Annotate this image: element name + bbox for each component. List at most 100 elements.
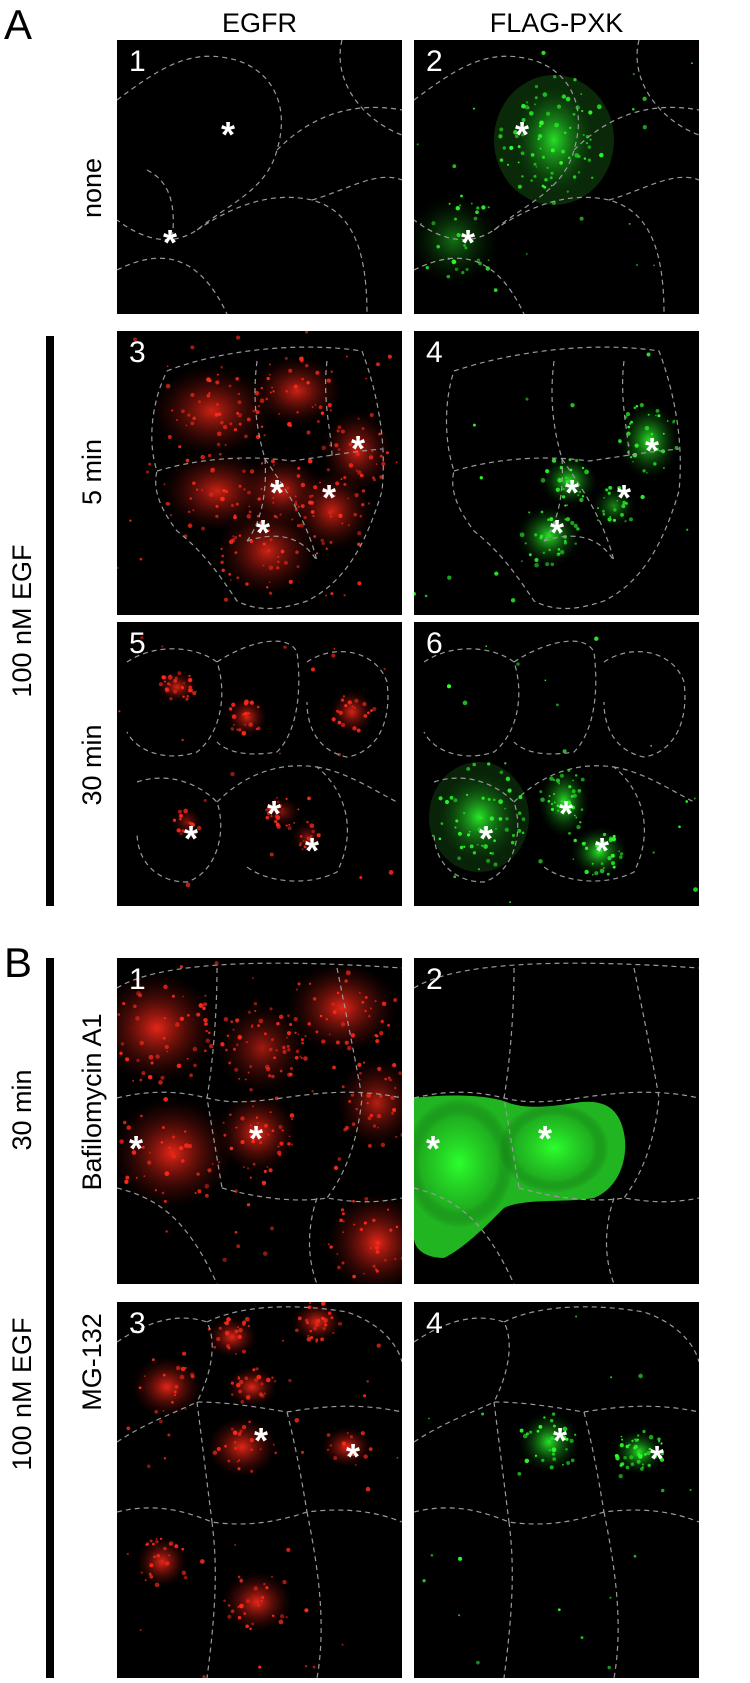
punctum: [135, 1016, 140, 1021]
punctum: [326, 1433, 331, 1437]
punctum: [338, 1321, 343, 1326]
punctum: [347, 1045, 352, 1051]
punctum: [299, 523, 304, 528]
punctum: [325, 547, 328, 550]
punctum: [602, 512, 606, 516]
punctum: [453, 798, 458, 803]
punctum: [232, 723, 235, 726]
punctum: [366, 1380, 369, 1383]
punctum: [274, 1451, 277, 1455]
punctum: [268, 581, 271, 584]
punctum: [283, 560, 288, 565]
punctum: [562, 488, 565, 491]
punctum: [192, 509, 195, 512]
punctum: [295, 988, 299, 991]
punctum: [136, 1058, 140, 1063]
punctum: [540, 510, 544, 514]
punctum: [250, 1469, 254, 1473]
punctum: [580, 777, 585, 782]
punctum: [196, 488, 199, 491]
column-header-egfr: EGFR: [221, 8, 297, 38]
asterisk-marker: *: [183, 818, 199, 860]
punctum: [454, 826, 457, 829]
punctum: [330, 1316, 334, 1320]
punctum: [595, 843, 600, 848]
punctum: [607, 491, 611, 495]
punctum: [625, 411, 631, 417]
punctum: [231, 714, 237, 720]
punctum: [184, 1143, 189, 1148]
punctum: [499, 127, 504, 132]
punctum: [251, 977, 254, 979]
punctum: [487, 762, 491, 766]
panel-number: 2: [426, 45, 443, 78]
punctum: [184, 1130, 187, 1133]
punctum: [543, 185, 547, 189]
punctum: [326, 378, 331, 383]
punctum: [301, 377, 304, 381]
punctum: [147, 1074, 153, 1080]
punctum: [361, 427, 365, 431]
punctum: [232, 1028, 235, 1031]
punctum: [187, 510, 191, 514]
row-label-30-min: 30 min: [77, 724, 107, 806]
punctum: [245, 1599, 250, 1604]
punctum: [633, 406, 637, 410]
punctum: [457, 831, 462, 836]
punctum: [616, 499, 619, 502]
punctum: [202, 1006, 206, 1011]
punctum: [230, 1381, 234, 1385]
punctum: [137, 975, 140, 978]
punctum: [373, 478, 376, 482]
punctum: [564, 539, 567, 543]
punctum: [270, 814, 273, 818]
punctum: [119, 1051, 123, 1055]
punctum: [340, 1208, 345, 1212]
punctum: [584, 846, 589, 851]
punctum: [276, 566, 280, 570]
punctum: [580, 1636, 584, 1640]
punctum: [333, 1456, 338, 1461]
punctum: [312, 1326, 317, 1331]
punctum: [187, 413, 191, 417]
punctum: [129, 519, 132, 522]
punctum: [553, 75, 557, 79]
punctum: [307, 1334, 310, 1337]
punctum: [336, 1252, 339, 1255]
punctum: [294, 508, 298, 512]
punctum: [430, 1554, 434, 1557]
row-label-mg-132: MG-132: [77, 1313, 107, 1411]
punctum: [329, 1245, 333, 1249]
punctum: [166, 1050, 169, 1053]
punctum: [155, 1538, 158, 1540]
punctum: [539, 536, 543, 540]
punctum: [345, 970, 351, 976]
punctum: [308, 494, 313, 499]
punctum: [309, 835, 313, 838]
punctum: [321, 1039, 326, 1044]
punctum: [229, 1146, 234, 1151]
punctum: [241, 1424, 247, 1430]
punctum: [149, 1539, 153, 1543]
punctum: [530, 179, 533, 182]
punctum: [632, 73, 635, 76]
punctum: [563, 131, 567, 135]
punctum: [652, 851, 655, 854]
punctum: [394, 1257, 397, 1261]
punctum: [206, 393, 211, 398]
punctum: [572, 779, 574, 782]
punctum: [238, 728, 242, 732]
punctum: [163, 1457, 167, 1460]
punctum: [449, 795, 454, 800]
punctum: [565, 476, 568, 479]
punctum: [247, 712, 251, 715]
punctum: [357, 581, 362, 586]
punctum: [564, 504, 567, 507]
punctum: [398, 1071, 402, 1076]
punctum: [203, 798, 207, 803]
punctum: [294, 1055, 299, 1060]
punctum: [391, 1111, 395, 1115]
punctum: [256, 705, 260, 709]
punctum: [641, 1463, 645, 1466]
punctum: [671, 420, 676, 424]
